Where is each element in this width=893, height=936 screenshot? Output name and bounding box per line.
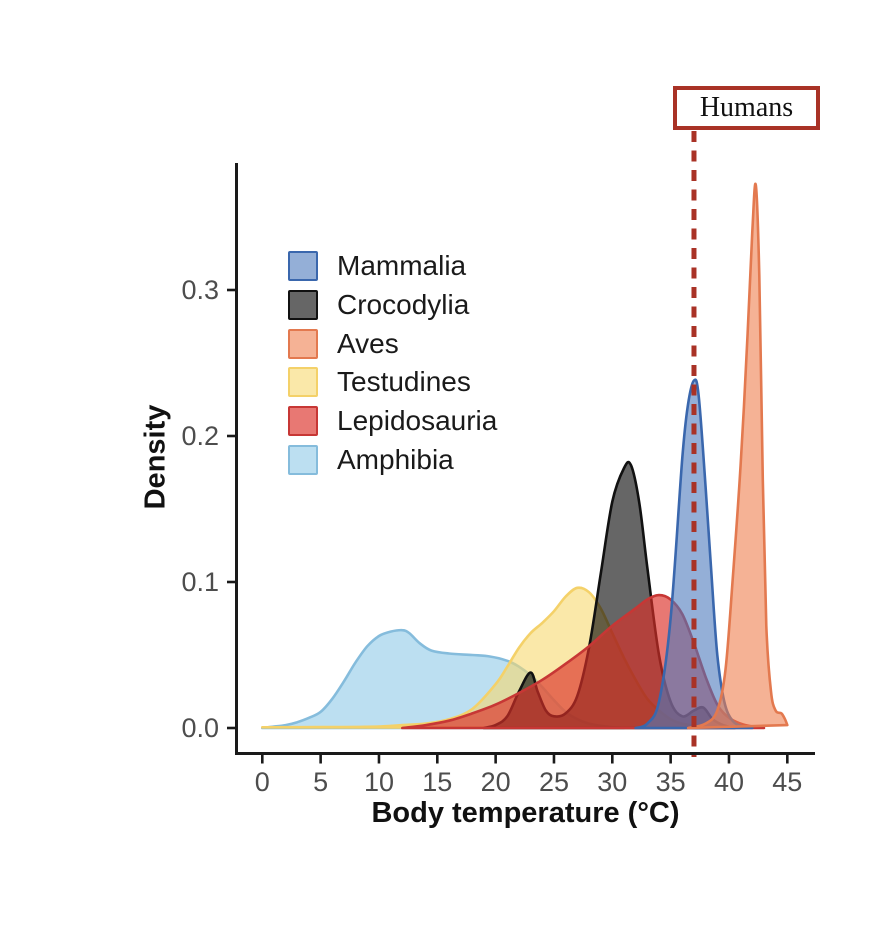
x-tick-label: 20 bbox=[481, 767, 511, 797]
x-tick-label: 5 bbox=[313, 767, 328, 797]
legend-item-crocodylia: Crocodylia bbox=[288, 286, 497, 325]
legend-label: Mammalia bbox=[337, 250, 467, 282]
legend-swatch-testudines bbox=[288, 367, 318, 398]
x-tick-label: 0 bbox=[255, 767, 270, 797]
x-axis-title: Body temperature (°C) bbox=[371, 797, 680, 829]
legend-label: Aves bbox=[337, 327, 399, 359]
y-tick-label: 0.1 bbox=[181, 567, 219, 597]
humans-label: Humans bbox=[699, 92, 794, 123]
x-tick-label: 10 bbox=[364, 767, 394, 797]
legend-label: Testudines bbox=[337, 366, 471, 398]
y-tick-label: 0.0 bbox=[181, 713, 219, 743]
x-tick-label: 30 bbox=[597, 767, 627, 797]
x-tick-label: 15 bbox=[422, 767, 452, 797]
legend-item-testudines: Testudines bbox=[288, 363, 497, 402]
y-axis-title: Density bbox=[139, 404, 172, 510]
x-tick-label: 25 bbox=[539, 767, 569, 797]
legend-item-aves: Aves bbox=[288, 324, 497, 363]
legend-label: Lepidosauria bbox=[337, 405, 498, 437]
y-tick-label: 0.3 bbox=[181, 275, 219, 305]
x-tick-label: 45 bbox=[772, 767, 802, 797]
legend-label: Crocodylia bbox=[337, 289, 470, 321]
legend: Mammalia Crocodylia Aves Testudines Lepi… bbox=[288, 247, 497, 479]
y-tick-label: 0.2 bbox=[181, 421, 219, 451]
legend-swatch-amphibia bbox=[288, 444, 318, 475]
legend-swatch-aves bbox=[288, 328, 318, 359]
axis-lines bbox=[235, 163, 815, 755]
x-tick-label: 35 bbox=[656, 767, 686, 797]
legend-swatch-crocodylia bbox=[288, 290, 318, 321]
humans-annotation: Humans bbox=[673, 86, 820, 130]
density-curve-aves bbox=[686, 182, 789, 730]
legend-item-amphibia: Amphibia bbox=[288, 440, 497, 479]
legend-swatch-mammalia bbox=[288, 251, 318, 282]
x-tick-label: 40 bbox=[714, 767, 744, 797]
legend-swatch-lepidosauria bbox=[288, 406, 318, 437]
legend-item-mammalia: Mammalia bbox=[288, 247, 497, 286]
legend-item-lepidosauria: Lepidosauria bbox=[288, 402, 497, 441]
legend-label: Amphibia bbox=[337, 443, 454, 475]
